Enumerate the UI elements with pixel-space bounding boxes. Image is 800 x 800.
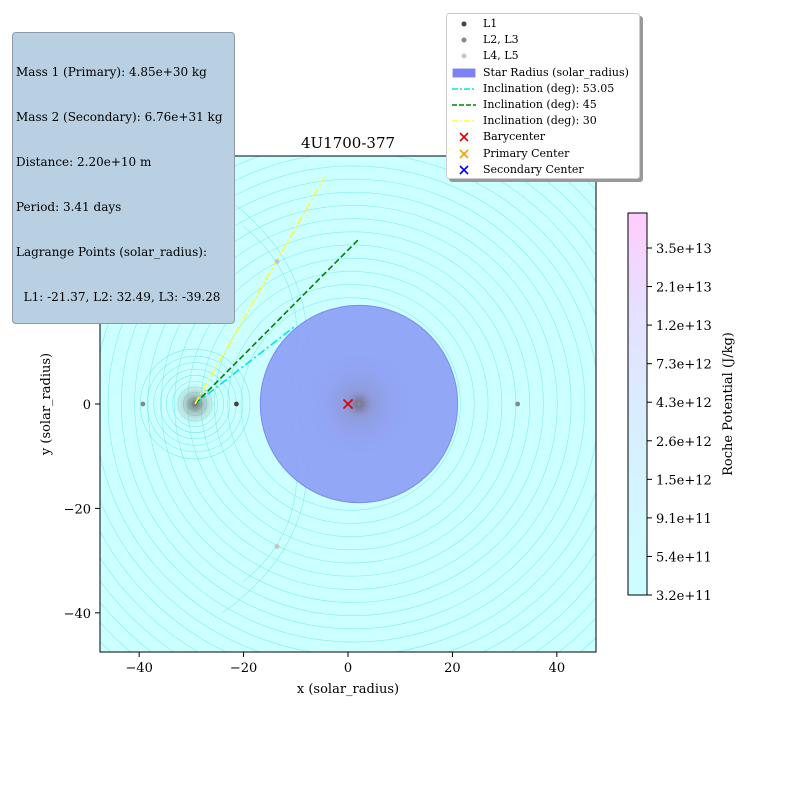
inclination-line-0 bbox=[194, 325, 297, 405]
legend-swatch bbox=[452, 120, 476, 122]
secondary-center-dot bbox=[356, 401, 362, 407]
info-line-lagrange-values: L1: -21.37, L2: 32.49, L3: -39.28 bbox=[16, 290, 221, 304]
y-tick-label: −20 bbox=[64, 502, 91, 517]
legend-swatch bbox=[461, 21, 467, 27]
legend-label: L1 bbox=[483, 17, 498, 30]
contour-ring-primary bbox=[159, 368, 231, 440]
legend-swatch bbox=[459, 165, 469, 175]
legend-item: Barycenter bbox=[447, 129, 639, 145]
legend: L1 L2, L3 L4, L5 Star Radius (solar_radius)… bbox=[446, 13, 640, 179]
colorbar: 3.2e+11 5.4e+11 9.1e+11 1.5e+12 2.6e+12 4.3e+… bbox=[627, 212, 736, 604]
legend-label: Barycenter bbox=[483, 130, 546, 144]
system-info-box: Mass 1 (Primary): 4.85e+30 kg Mass 2 (Se… bbox=[12, 32, 235, 324]
x-axis-label: x (solar_radius) bbox=[297, 682, 399, 697]
colorbar-tick-label: 2.1e+13 bbox=[656, 281, 712, 296]
inclination-line-1 bbox=[194, 238, 360, 405]
lagrange-point-l2 bbox=[515, 401, 521, 407]
x-tick-label: 0 bbox=[344, 661, 352, 676]
legend-item: Inclination (deg): 30 bbox=[447, 113, 639, 129]
colorbar-tick-label: 5.4e+11 bbox=[656, 550, 712, 565]
inclination-line-2 bbox=[194, 176, 326, 405]
legend-label: Inclination (deg): 53.05 bbox=[483, 81, 615, 95]
legend-swatch bbox=[459, 132, 469, 142]
legend-item: L1 bbox=[447, 16, 639, 32]
barycenter-marker bbox=[342, 398, 354, 410]
lagrange-point-l4 bbox=[274, 259, 280, 264]
legend-label: L4, L5 bbox=[483, 49, 519, 63]
colorbar-tick-label: 3.2e+11 bbox=[656, 589, 712, 604]
legend-label: L2, L3 bbox=[483, 33, 519, 47]
info-line-lagrange-header: Lagrange Points (solar_radius): bbox=[16, 245, 208, 259]
legend-x bbox=[459, 149, 469, 159]
x-tick-label: −20 bbox=[230, 661, 257, 676]
contour-ring-secondary bbox=[134, 192, 572, 616]
colorbar-tick-label: 3.5e+13 bbox=[656, 242, 712, 257]
legend-swatch bbox=[452, 68, 476, 77]
legend-swatch bbox=[459, 149, 469, 159]
info-line-mass1: Mass 1 (Primary): 4.85e+30 kg bbox=[16, 65, 207, 79]
legend-dot bbox=[461, 37, 467, 43]
contour-ring-primary bbox=[166, 375, 224, 433]
contour-ring-primary bbox=[146, 355, 244, 453]
legend-dot bbox=[461, 53, 467, 59]
legend-item: Star Radius (solar_radius) bbox=[447, 65, 639, 81]
lagrange-point-l1 bbox=[234, 401, 239, 407]
legend-label: Inclination (deg): 30 bbox=[483, 114, 597, 128]
y-tick-label: −40 bbox=[64, 607, 91, 622]
legend-swatch bbox=[452, 87, 476, 90]
contour-ring-secondary bbox=[107, 165, 596, 643]
plot-area bbox=[99, 155, 597, 653]
contour-ring-primary bbox=[139, 348, 251, 460]
legend-item: L4, L5 bbox=[447, 48, 639, 64]
y-tick-label: 0 bbox=[83, 398, 91, 413]
contour-ring-secondary bbox=[227, 284, 475, 524]
barycenter-marker-stroke bbox=[342, 398, 354, 410]
colorbar-tick-label: 2.6e+12 bbox=[656, 435, 712, 450]
lagrange-point-l3 bbox=[140, 401, 146, 407]
colorbar-tick-label: 1.2e+13 bbox=[656, 319, 712, 334]
colorbar-label: Roche Potential (J/kg) bbox=[721, 332, 736, 476]
colorbar-tick-label: 4.3e+12 bbox=[656, 396, 712, 411]
inclination-lines bbox=[194, 176, 360, 405]
legend-dot bbox=[461, 21, 467, 27]
contour-ring-primary bbox=[171, 380, 219, 428]
contour-ring-secondary bbox=[160, 218, 544, 590]
legend-patch bbox=[452, 68, 476, 77]
y-axis-label: y (solar_radius) bbox=[39, 353, 54, 456]
legend-swatch bbox=[452, 104, 476, 106]
contour-ring-secondary bbox=[121, 178, 586, 630]
legend-label: Secondary Center bbox=[483, 162, 584, 176]
colorbar-tick-label: 1.5e+12 bbox=[656, 473, 712, 488]
legend-item: Primary Center bbox=[447, 146, 639, 162]
legend-label: Inclination (deg): 45 bbox=[483, 98, 597, 111]
chart-title: 4U1700-377 bbox=[301, 134, 395, 152]
colorbar-tick-label: 9.1e+11 bbox=[656, 512, 712, 527]
info-line-distance: Distance: 2.20e+10 m bbox=[16, 155, 152, 169]
legend-item: Inclination (deg): 45 bbox=[447, 97, 639, 113]
legend-x bbox=[459, 132, 469, 142]
colorbar-ticks: 3.2e+11 5.4e+11 9.1e+11 1.5e+12 2.6e+12 4.3e+… bbox=[647, 242, 712, 604]
info-line-period: Period: 3.41 days bbox=[16, 200, 122, 214]
legend-label: Star Radius (solar_radius) bbox=[483, 65, 629, 79]
lagrange-point-l5 bbox=[274, 544, 280, 549]
contour-ring-secondary bbox=[240, 297, 461, 511]
x-tick-label: −40 bbox=[125, 661, 152, 676]
x-tick-label: 20 bbox=[444, 661, 461, 676]
markers bbox=[140, 259, 521, 549]
legend-item: L2, L3 bbox=[447, 32, 639, 48]
colorbar-tick-label: 7.3e+12 bbox=[656, 358, 712, 373]
legend-item: Secondary Center bbox=[447, 162, 639, 178]
legend-swatch bbox=[461, 37, 467, 43]
info-line-mass2: Mass 2 (Secondary): 6.76e+31 kg bbox=[16, 110, 223, 124]
legend-label: Primary Center bbox=[483, 146, 570, 160]
legend-item: Inclination (deg): 53.05 bbox=[447, 81, 639, 97]
legend-x bbox=[459, 165, 469, 175]
colorbar-gradient bbox=[627, 212, 648, 596]
contour-ring-secondary bbox=[147, 205, 558, 603]
x-tick-label: 40 bbox=[549, 661, 566, 676]
legend-swatch bbox=[461, 53, 467, 59]
